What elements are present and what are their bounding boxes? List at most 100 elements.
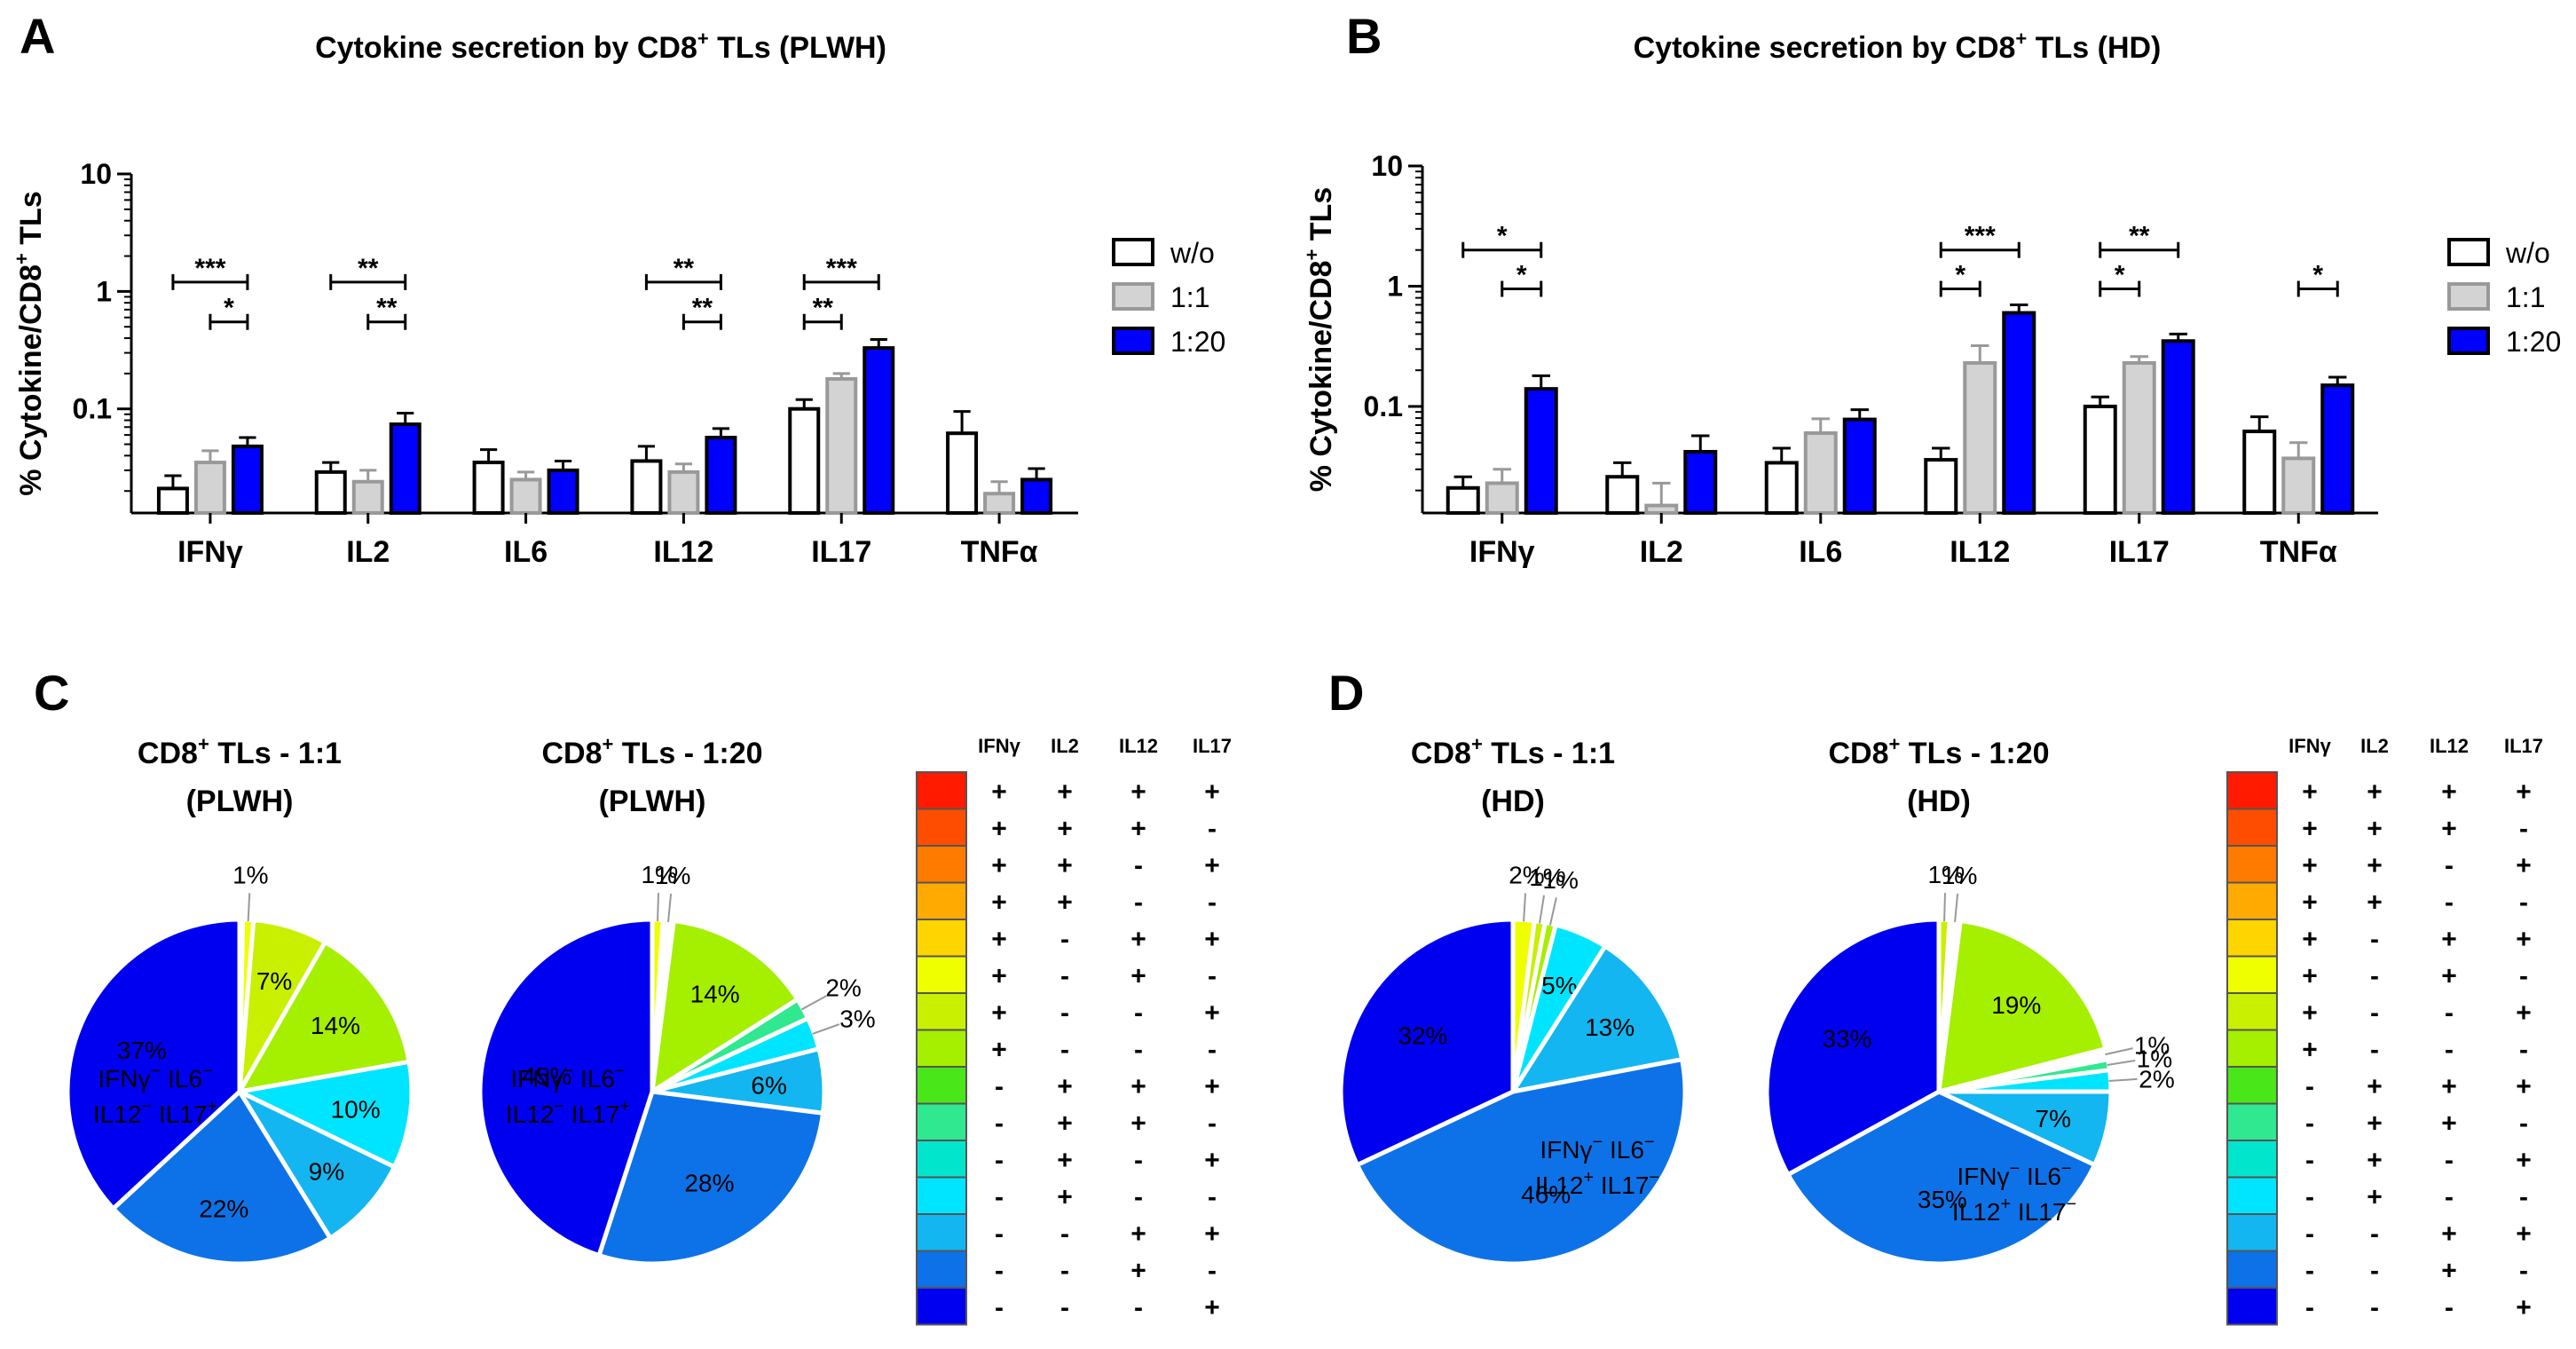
pie-slice xyxy=(1354,1056,1688,1266)
legend-sign: + xyxy=(2302,1035,2318,1064)
pie-slice xyxy=(235,939,412,1095)
legend-sign: + xyxy=(1057,814,1073,843)
pie-slice-label: 22% xyxy=(199,1195,248,1223)
pie-subtitle: (HD) xyxy=(1481,785,1545,818)
legend-color-cell xyxy=(2226,1213,2278,1252)
significance-label: *** xyxy=(826,254,857,283)
legend-sign: - xyxy=(2519,888,2528,917)
legend-sign: - xyxy=(995,1146,1004,1175)
legend-swatch xyxy=(2447,282,2490,311)
bar-w-o xyxy=(1605,475,1640,515)
bar-1-1 xyxy=(825,376,858,516)
legend-header: IL2 xyxy=(2360,735,2389,757)
legend-sign: + xyxy=(1130,961,1146,990)
legend-sign: + xyxy=(2367,1072,2383,1101)
legend-label: w/o xyxy=(1170,237,1215,269)
pie-slice-label: 5% xyxy=(1541,972,1577,999)
legend-color-cell xyxy=(916,808,967,847)
x-tick-label: IL2 xyxy=(346,535,390,569)
pie-slice-label: 14% xyxy=(311,1012,360,1039)
legend-sign: + xyxy=(2302,998,2318,1028)
legend-sign: + xyxy=(2441,925,2457,954)
legend-sign: - xyxy=(1134,851,1143,880)
legend-sign: + xyxy=(2441,777,2457,807)
significance-label: * xyxy=(1955,260,1965,289)
legend-sign: + xyxy=(1204,851,1220,880)
legend-color-cell xyxy=(916,1140,967,1179)
legend-sign: - xyxy=(2305,1256,2314,1285)
legend-sign: + xyxy=(991,851,1007,880)
pie-leader-line xyxy=(800,995,827,1011)
legend-sign: + xyxy=(1204,777,1220,807)
legend-sign: - xyxy=(2305,1182,2314,1211)
bar-1-20 xyxy=(547,468,579,515)
y-tick-label: 10 xyxy=(80,158,112,190)
legend-sign: + xyxy=(991,777,1007,807)
legend-sign: - xyxy=(1208,961,1217,990)
legend-sign: - xyxy=(1060,925,1069,954)
legend-color-cell xyxy=(2226,771,2278,810)
legend-sign: + xyxy=(1057,1108,1073,1138)
legend-sign: + xyxy=(1130,814,1146,843)
legend-swatch xyxy=(1112,238,1154,266)
pie-annotation: IFNγ− IL6− xyxy=(1540,1132,1654,1164)
legend-sign: - xyxy=(2305,1072,2314,1101)
legend-sign: - xyxy=(2519,961,2528,990)
legend-sign: + xyxy=(1204,998,1220,1028)
combo-legend-d: IFNγ IL2 IL12 IL17 + + + + + + + - + + - + + + - - + - + + + - + - +… xyxy=(2226,735,2543,1326)
y-axis-label: % Cytokine/CD8+ TLs xyxy=(11,191,48,496)
legend-sign: + xyxy=(2516,1146,2532,1175)
pie-slice-label: 1% xyxy=(1942,862,1977,889)
pie-slice-label: 35% xyxy=(1918,1186,1967,1213)
legend-header: IFNγ xyxy=(2288,735,2331,757)
bar-w-o xyxy=(156,486,189,516)
y-tick-label: 0.1 xyxy=(73,393,112,425)
legend-sign: - xyxy=(1208,1256,1217,1285)
significance-label: ** xyxy=(813,294,834,323)
pie-slice-label: 37% xyxy=(117,1037,167,1064)
x-tick-label: IL17 xyxy=(2109,535,2170,569)
legend-sign: - xyxy=(1060,1035,1069,1064)
legend-sign: + xyxy=(1057,777,1073,807)
legend-swatch xyxy=(1112,327,1154,355)
legend-sign: + xyxy=(2367,1146,2383,1175)
bar-1-1 xyxy=(2281,456,2316,515)
legend-sign: + xyxy=(2516,925,2532,954)
pie-annotation: IL12− IL17+ xyxy=(93,1097,217,1128)
legend-color-cell xyxy=(916,771,967,810)
chart-title: Cytokine secretion by CD8+ TLs (PLWH) xyxy=(315,28,886,65)
bar-1-20 xyxy=(2002,311,2036,515)
legend-swatch xyxy=(1112,282,1154,311)
legend-sign: - xyxy=(1208,1182,1217,1211)
legend-sign: + xyxy=(991,1035,1007,1064)
significance-label: * xyxy=(1516,260,1527,289)
pie-slice-label: 32% xyxy=(1398,1022,1447,1050)
x-tick-label: IFNγ xyxy=(177,535,243,569)
pie-subtitle: (PLWH) xyxy=(599,785,706,818)
legend-color-cell xyxy=(916,1287,967,1326)
pie-chart-c-left: CD8+ TLs - 1:1 (PLWH) 1% 7% 14% 10% 9% 22% 37%IF… xyxy=(65,733,414,1266)
legend-sign: + xyxy=(1057,888,1073,917)
legend-color-cell xyxy=(916,1066,967,1105)
legend-sign: + xyxy=(1130,1219,1146,1249)
bar-1-1 xyxy=(983,492,1016,515)
significance-label: ** xyxy=(376,294,398,323)
legend-sign: - xyxy=(2445,1035,2454,1064)
panel-letter-c: C xyxy=(34,665,69,721)
pie-slice-label: 33% xyxy=(1822,1025,1871,1053)
legend-sign: - xyxy=(2370,1035,2379,1064)
legend-sign: - xyxy=(2305,1108,2314,1138)
legend-color-cell xyxy=(2226,992,2278,1031)
bar-1-1 xyxy=(193,461,226,516)
pie-slice xyxy=(65,917,242,1212)
legend-sign: - xyxy=(995,1293,1004,1322)
legend-sign: + xyxy=(2367,1182,2383,1211)
pie-slice xyxy=(1936,918,2108,1095)
legend-sign: + xyxy=(2441,1108,2457,1138)
legend-sign: - xyxy=(2519,814,2528,843)
pie-slice-label: 6% xyxy=(751,1072,786,1100)
pie-slice-label: 10% xyxy=(331,1095,381,1123)
pie-slice-label: 7% xyxy=(2036,1105,2071,1132)
pie-subtitle: (PLWH) xyxy=(186,785,294,818)
bar-1-20 xyxy=(2320,383,2355,515)
